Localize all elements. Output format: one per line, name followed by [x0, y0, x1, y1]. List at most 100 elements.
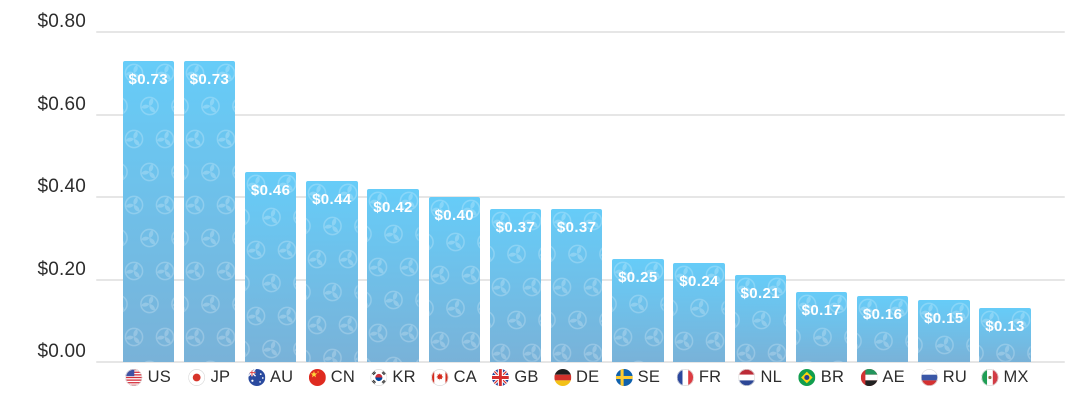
x-tick-label: BR — [820, 368, 845, 386]
pinwheel-spinner-icon — [306, 180, 358, 362]
flag-ru-icon — [920, 369, 938, 386]
pinwheel-spinner-icon — [122, 60, 174, 362]
bar-nl: $0.21 — [734, 275, 786, 362]
y-axis-tick-label: $0.40 — [37, 176, 86, 197]
x-tick-se: SE — [615, 368, 661, 387]
bar-se: $0.25 — [612, 258, 664, 362]
bar-cn: $0.44 — [306, 180, 358, 362]
x-tick-label: CN — [330, 368, 355, 386]
y-axis-tick-label: $0.00 — [37, 341, 86, 362]
x-tick-label: US — [147, 368, 171, 386]
bar-value-label: $0.13 — [985, 318, 1025, 336]
bar-value-label: $0.25 — [618, 268, 658, 286]
x-tick-gb: GB — [492, 368, 538, 387]
bar-value-label: $0.40 — [434, 207, 475, 224]
pinwheel-spinner-icon — [550, 209, 603, 362]
pinwheel-spinner-icon — [673, 263, 725, 362]
pinwheel-spinner-icon — [918, 300, 970, 362]
flag-cn-icon — [308, 369, 326, 386]
bar-value-label: $0.37 — [556, 219, 597, 237]
x-tick-kr: KR — [370, 368, 416, 387]
pinwheel-spinner-icon — [489, 209, 542, 362]
flag-nl-icon — [738, 369, 756, 386]
flag-gb-icon — [492, 369, 510, 386]
bar-de: $0.37 — [550, 209, 603, 362]
x-tick-mx: MX — [981, 368, 1028, 387]
x-tick-label: AE — [882, 368, 905, 386]
bar-us: $0.73 — [122, 60, 174, 362]
x-tick-ca: CA — [431, 368, 477, 387]
flag-au-icon — [247, 369, 265, 386]
x-tick-de: DE — [553, 368, 600, 387]
bar-value-label: $0.44 — [312, 190, 352, 208]
flag-ae-icon — [860, 369, 878, 386]
bar-br: $0.17 — [795, 291, 848, 362]
flag-kr-icon — [370, 369, 388, 386]
bar-ru: $0.15 — [918, 300, 970, 362]
x-tick-label: KR — [392, 368, 416, 386]
bar-value-label: $0.42 — [373, 198, 413, 216]
x-tick-au: AU — [247, 368, 294, 387]
flag-de-icon — [553, 369, 571, 386]
x-tick-ru: RU — [920, 368, 967, 387]
bar-jp: $0.73 — [183, 60, 236, 362]
x-tick-label: FR — [698, 368, 722, 386]
x-tick-label: SE — [637, 368, 661, 386]
x-tick-us: US — [125, 368, 171, 387]
bar-value-label: $0.21 — [740, 285, 781, 303]
x-tick-label: DE — [575, 368, 600, 386]
pinwheel-spinner-icon — [979, 308, 1031, 362]
flag-us-icon — [125, 369, 143, 386]
x-tick-label: AU — [269, 368, 294, 386]
bar-value-label: $0.15 — [924, 310, 964, 328]
flag-br-icon — [798, 369, 816, 386]
bar-value-label: $0.16 — [862, 306, 903, 323]
bar-value-label: $0.17 — [801, 301, 842, 319]
pinwheel-spinner-icon — [795, 291, 848, 362]
bar-gb: $0.37 — [489, 209, 542, 362]
y-axis-tick-label: $0.60 — [37, 93, 86, 115]
flag-jp-icon — [188, 369, 206, 386]
x-tick-label: NL — [760, 368, 782, 386]
bar-value-label: $0.24 — [679, 273, 719, 290]
y-axis-tick-label: $0.20 — [37, 258, 86, 280]
pinwheel-spinner-icon — [244, 172, 297, 362]
bar-kr: $0.42 — [367, 188, 419, 362]
x-tick-label: CA — [453, 368, 477, 386]
gridline — [96, 196, 1065, 198]
x-tick-label: GB — [514, 368, 539, 386]
pinwheel-spinner-icon — [367, 188, 419, 362]
pinwheel-spinner-icon — [734, 275, 786, 362]
bar-ca: $0.40 — [428, 197, 480, 362]
bar-au: $0.46 — [244, 172, 297, 362]
bar-mx: $0.13 — [979, 308, 1031, 362]
x-tick-label: JP — [210, 368, 231, 386]
x-tick-fr: FR — [676, 368, 722, 387]
bar-fr: $0.24 — [673, 263, 725, 362]
flag-se-icon — [615, 369, 633, 386]
x-tick-cn: CN — [308, 368, 355, 387]
y-axis-tick-label: $0.80 — [37, 11, 86, 32]
x-tick-label: MX — [1003, 368, 1029, 386]
bar-value-label: $0.73 — [189, 70, 230, 88]
x-axis-baseline — [96, 361, 1065, 363]
x-tick-br: BR — [798, 368, 845, 387]
pinwheel-spinner-icon — [183, 60, 236, 362]
bar-value-label: $0.37 — [495, 219, 536, 237]
bar-ae: $0.16 — [856, 296, 909, 362]
gridline — [96, 31, 1065, 33]
x-tick-jp: JP — [188, 368, 231, 387]
flag-ca-icon — [431, 369, 449, 386]
gridline — [96, 113, 1065, 116]
x-tick-ae: AE — [860, 368, 905, 387]
flag-mx-icon — [981, 369, 999, 386]
pinwheel-spinner-icon — [428, 197, 480, 362]
pinwheel-spinner-icon — [856, 296, 909, 362]
x-tick-nl: NL — [738, 368, 783, 387]
pinwheel-spinner-icon — [612, 258, 664, 362]
x-tick-label: RU — [942, 368, 967, 386]
flag-fr-icon — [676, 369, 694, 386]
bar-value-label: $0.73 — [128, 70, 169, 88]
bar-value-label: $0.46 — [250, 182, 291, 200]
